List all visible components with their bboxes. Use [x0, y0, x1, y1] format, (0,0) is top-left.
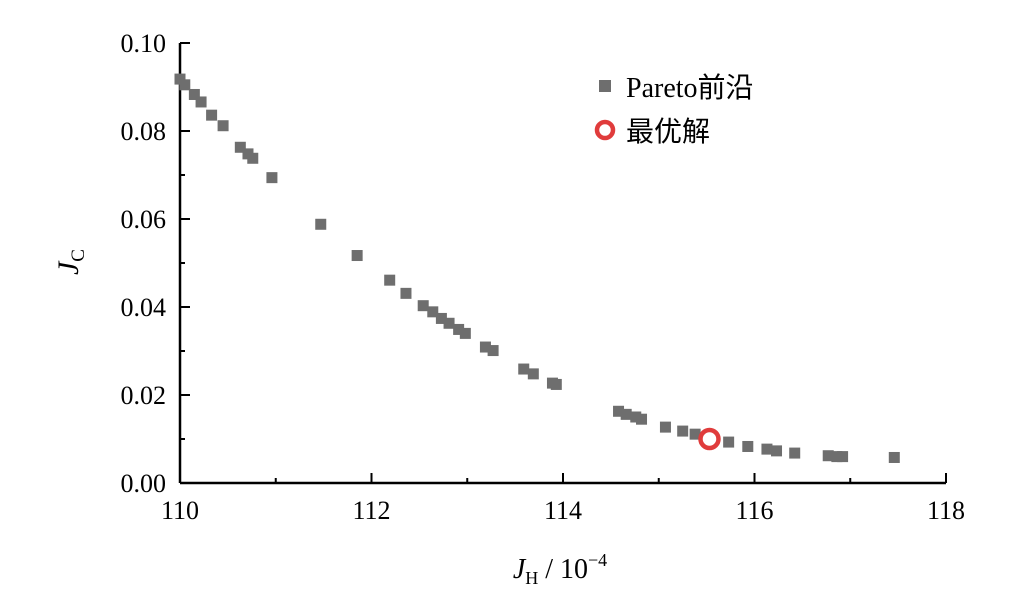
pareto-point: [188, 88, 200, 100]
pareto-point: [443, 317, 455, 329]
pareto-point: [888, 451, 900, 463]
pareto-point: [206, 109, 218, 121]
pareto-point: [761, 443, 773, 455]
legend-label-optimal: 最优解: [626, 116, 710, 148]
pareto-point: [742, 440, 754, 452]
x-tick-label: 110: [161, 496, 199, 525]
y-tick-label: 0.06: [121, 205, 167, 234]
pareto-point: [837, 451, 849, 463]
y-tick-label: 0.02: [121, 381, 167, 410]
x-tick-label: 118: [927, 496, 965, 525]
x-axis-title-suffix: / 10: [538, 554, 588, 585]
pareto-point: [789, 447, 801, 459]
pareto-point: [659, 421, 671, 433]
pareto-point: [831, 451, 843, 463]
pareto-point: [613, 405, 625, 417]
legend-item-pareto: Pareto前沿: [599, 72, 754, 104]
y-tick-label: 0.04: [121, 293, 167, 322]
pareto-point: [771, 445, 783, 457]
legend-label-pareto: Pareto前沿: [626, 72, 754, 104]
optimal-point: [698, 427, 721, 451]
x-tick-label: 116: [735, 496, 773, 525]
pareto-point: [174, 73, 186, 85]
y-tick-label: 0.08: [121, 117, 167, 146]
y-axis-title-main: J: [52, 260, 85, 275]
pareto-point: [417, 300, 429, 312]
pareto-point: [217, 120, 229, 132]
pareto-point: [677, 425, 689, 437]
axes: [178, 43, 946, 485]
pareto-point: [723, 436, 735, 448]
pareto-point: [234, 141, 246, 153]
pareto-point: [453, 323, 465, 335]
pareto-point: [427, 306, 439, 318]
pareto-point: [822, 450, 834, 462]
legend-item-optimal: 最优解: [594, 116, 710, 148]
pareto-point: [351, 250, 363, 262]
pareto-point: [384, 274, 396, 286]
x-ticks: 110 112 114 116 118: [161, 473, 965, 525]
pareto-point: [518, 363, 530, 375]
pareto-point: [179, 79, 191, 91]
pareto-point: [689, 428, 701, 440]
pareto-point: [479, 341, 491, 353]
pareto-point: [400, 287, 412, 299]
pareto-point: [266, 172, 278, 184]
y-axis-title-sub: C: [68, 249, 89, 262]
x-axis-title-main: J: [513, 554, 527, 585]
x-axis-title-sub: H: [525, 568, 538, 588]
pareto-point: [527, 368, 539, 380]
pareto-point: [630, 411, 642, 423]
data-points: [174, 73, 900, 463]
x-tick-label: 112: [352, 496, 390, 525]
legend: Pareto前沿 最优解: [594, 72, 754, 148]
x-tick-label: 114: [544, 496, 582, 525]
pareto-point: [636, 413, 648, 425]
x-axis-title-sup: −4: [588, 550, 607, 570]
pareto-point: [487, 345, 499, 357]
y-axis-title: JC: [52, 249, 89, 275]
legend-square-marker: [599, 80, 611, 92]
pareto-point: [195, 96, 207, 108]
x-axis-title: JH / 10−4: [513, 550, 607, 588]
y-ticks: 0.00 0.02 0.04 0.06 0.08 0.10: [121, 29, 190, 498]
pareto-point: [620, 408, 632, 420]
pareto-point: [550, 378, 562, 390]
y-tick-label: 0.10: [121, 29, 167, 58]
pareto-point: [435, 312, 447, 324]
pareto-point: [459, 327, 471, 339]
y-tick-label: 0.00: [121, 469, 167, 498]
legend-circle-marker: [594, 119, 616, 141]
pareto-point: [315, 218, 327, 230]
pareto-point: [247, 152, 259, 164]
